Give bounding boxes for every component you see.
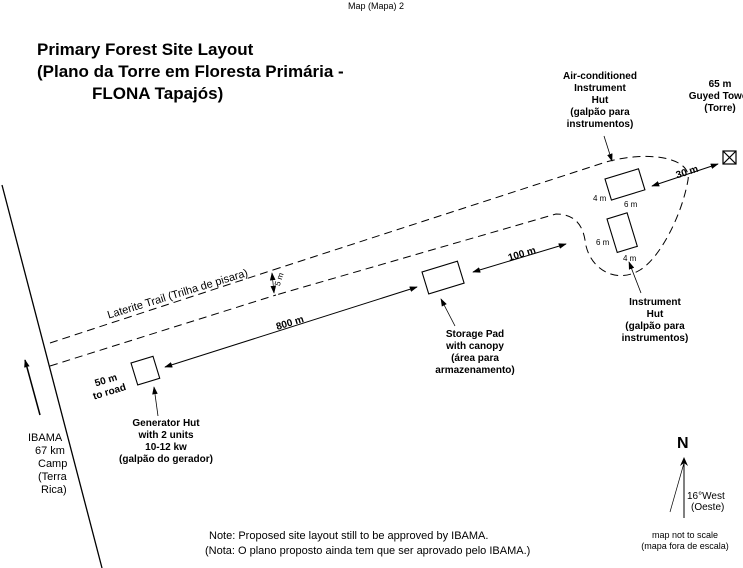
- ac-hut-label-line2: Instrument: [574, 83, 626, 94]
- ac-hut-label: Air-conditioned Instrument Hut (galpão p…: [545, 71, 655, 131]
- instrument-hut-dim-long: 6 m: [596, 238, 610, 247]
- ac-hut-label-line5: instrumentos): [566, 119, 634, 130]
- tower-label: 65 m Guyed Tower (Torre): [680, 79, 743, 115]
- storage-pad-label: Storage Pad with canopy (área para armaz…: [420, 329, 530, 377]
- scale-note-line1: map not to scale: [651, 530, 719, 540]
- ibama-camp-line2: 67 km: [35, 445, 65, 457]
- generator-hut-label-line2: with 2 units: [138, 430, 194, 441]
- ibama-camp-line3: Camp: [38, 458, 68, 470]
- leader-ac-hut: [603, 135, 613, 162]
- page-title-line3: FLONA Tapajós): [92, 84, 224, 103]
- leader-storage-pad: [440, 298, 456, 327]
- ibama-camp-line4: (Terra: [38, 471, 67, 483]
- instrument-hut-label-line2: Hut: [646, 309, 664, 320]
- scale-note: map not to scale (mapa fora de escala): [630, 530, 740, 552]
- camp-direction-arrow: [24, 359, 41, 416]
- tower-label-line2: Guyed Tower: [688, 91, 743, 102]
- distance-arrow-30m: [651, 163, 719, 187]
- declination-west: West: [702, 491, 725, 502]
- approval-note-line1: Note: Proposed site layout still to be a…: [209, 530, 489, 542]
- ac-hut-label-line1: Air-conditioned: [563, 71, 637, 82]
- ibama-camp-line5: Rica): [41, 484, 67, 496]
- approval-note: Note: Proposed site layout still to be a…: [205, 529, 530, 559]
- instrument-hut-label-line3: (galpão para: [625, 321, 685, 332]
- generator-hut-label: Generator Hut with 2 units 10-12 kw (gal…: [111, 418, 221, 466]
- storage-pad-label-line1: Storage Pad: [445, 329, 505, 340]
- storage-pad: [421, 260, 465, 295]
- instrument-hut-dim-short: 4 m: [623, 254, 637, 263]
- instrument-hut-label: Instrument Hut (galpão para instrumentos…: [605, 297, 705, 345]
- ac-instrument-hut: [604, 168, 646, 201]
- north-arrow-icon: [669, 457, 688, 518]
- ibama-camp-line1: IBAMA: [28, 432, 63, 444]
- generator-hut-label-line4: (galpão do gerador): [119, 454, 213, 465]
- laterite-trail-loop: [272, 156, 689, 296]
- generator-hut-label-line3: 10-12 kw: [145, 442, 187, 453]
- distance-arrow-100m: [472, 243, 567, 273]
- distance-arrow-800m: [164, 286, 418, 368]
- ac-hut-dim-long: 6 m: [624, 200, 638, 209]
- ac-hut-label-line4: (galpão para: [570, 107, 630, 118]
- approval-note-line2: (Nota: O plano proposto ainda tem que se…: [205, 545, 531, 557]
- scale-note-line2: (mapa fora de escala): [641, 541, 729, 551]
- declination-oeste: (Oeste): [691, 502, 725, 513]
- tower-label-line1: 65 m: [708, 79, 732, 90]
- declination-label: 16°West (Oeste): [687, 491, 725, 513]
- leader-generator-hut: [152, 386, 159, 417]
- laterite-trail: [49, 269, 277, 367]
- north-letter: N: [677, 435, 689, 452]
- instrument-hut: [606, 212, 639, 254]
- storage-pad-label-line3: (área para: [451, 353, 499, 364]
- generator-hut: [130, 355, 161, 386]
- ac-hut-label-line3: Hut: [591, 95, 609, 106]
- generator-hut-label-line1: Generator Hut: [132, 418, 200, 429]
- page-header: Map (Mapa) 2: [347, 1, 405, 11]
- instrument-hut-label-line4: instrumentos): [621, 333, 689, 344]
- ibama-camp-label: IBAMA 67 km Camp (Terra Rica): [28, 432, 67, 497]
- tower-label-line3: (Torre): [704, 103, 736, 114]
- road-line: [1, 184, 103, 568]
- page-title-line1: Primary Forest Site Layout: [37, 40, 254, 59]
- declination-value: 16°: [687, 491, 703, 502]
- storage-pad-label-line2: with canopy: [446, 341, 504, 352]
- leader-instrument-hut: [628, 261, 642, 294]
- storage-pad-label-line4: armazenamento): [435, 365, 515, 376]
- instrument-hut-label-line1: Instrument: [629, 297, 681, 308]
- ac-hut-dim-short: 4 m: [593, 194, 607, 203]
- guyed-tower: [722, 150, 737, 165]
- page-title-line2: (Plano da Torre em Floresta Primária -: [37, 62, 344, 81]
